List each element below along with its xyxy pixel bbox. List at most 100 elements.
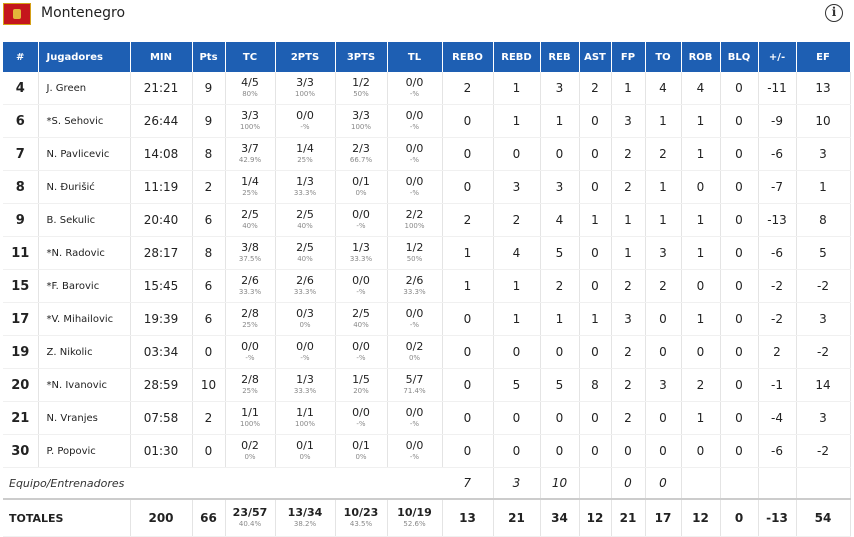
field-goals: 2/5 40% — [225, 203, 276, 237]
three-pointers-made-attempted: 3/3 — [352, 108, 370, 122]
two-pointers-percentage: 40% — [297, 254, 313, 263]
two-pointers: 0/0 -% — [275, 335, 336, 369]
plus-minus: -6 — [758, 236, 797, 270]
steals: 2 — [681, 368, 721, 402]
free-throws-percentage: 50% — [406, 254, 423, 263]
player-name[interactable]: *S. Sehovic — [38, 104, 131, 138]
free-throws: 2/2 100% — [387, 203, 443, 237]
fouls: 2 — [611, 368, 646, 402]
two-pointers: 0/1 0% — [275, 434, 336, 468]
col-points-header[interactable]: Pts — [192, 42, 226, 72]
player-name[interactable]: *V. Mihailovic — [38, 302, 131, 336]
col-3pts-header[interactable]: 3PTS — [335, 42, 388, 72]
three-pointers-made-attempted: 1/2 — [352, 75, 370, 89]
col-rebounds-header[interactable]: REB — [540, 42, 580, 72]
two-pointers-made-attempted: 1/3 — [296, 372, 314, 386]
turnovers: 0 — [645, 434, 682, 468]
blocks: 0 — [720, 335, 759, 369]
player-name[interactable]: Z. Nikolic — [38, 335, 131, 369]
total-rebounds: 34 — [540, 498, 580, 537]
col-turnovers-header[interactable]: TO — [645, 42, 682, 72]
field-goals-made-attempted: 3/3 — [241, 108, 259, 122]
col-assists-header[interactable]: AST — [579, 42, 612, 72]
player-name[interactable]: P. Popovic — [38, 434, 131, 468]
col-free-throws-header[interactable]: TL — [387, 42, 443, 72]
jersey-number: 11 — [3, 236, 39, 270]
blocks: 0 — [720, 236, 759, 270]
turnovers: 4 — [645, 72, 682, 105]
blocks: 0 — [720, 104, 759, 138]
three-pointers: 0/0 -% — [335, 335, 388, 369]
steals: 0 — [681, 434, 721, 468]
player-row: 19 Z. Nikolic 03:34 0 0/0 -% 0/0 -% 0/0 -% 0/2 0% 0 0… — [3, 335, 851, 369]
player-name[interactable]: J. Green — [38, 72, 131, 105]
player-name[interactable]: N. Vranjes — [38, 401, 131, 435]
def-rebounds: 1 — [493, 72, 541, 105]
rebounds: 5 — [540, 368, 580, 402]
three-pointers: 0/1 0% — [335, 434, 388, 468]
turnovers: 2 — [645, 137, 682, 171]
col-field-goals-header[interactable]: TC — [225, 42, 276, 72]
player-row: 15 *F. Barovic 15:45 6 2/6 33.3% 2/6 33.3% 0/0 -%… — [3, 269, 851, 303]
turnovers: 1 — [645, 104, 682, 138]
two-pointers-percentage: 0% — [299, 452, 311, 461]
col-player-header[interactable]: Jugadores — [38, 42, 131, 72]
plus-minus: 2 — [758, 335, 797, 369]
info-icon[interactable]: i — [825, 4, 843, 22]
total-two-pointers: 13/34 38.2% — [275, 498, 336, 537]
team-turnovers: 0 — [645, 467, 682, 500]
col-def-rebounds-header[interactable]: REBD — [493, 42, 541, 72]
assists: 2 — [579, 72, 612, 105]
col-number-header[interactable]: # — [3, 42, 39, 72]
player-name[interactable]: *F. Barovic — [38, 269, 131, 303]
col-plus-minus-header[interactable]: +/- — [758, 42, 797, 72]
col-steals-header[interactable]: ROB — [681, 42, 721, 72]
table-header: # Jugadores MIN Pts TC 2PTS 3PTS TL REBO REBD REB A… — [3, 42, 851, 72]
field-goals-made-attempted: 2/8 — [241, 306, 259, 320]
two-pointers-made-attempted: 3/3 — [296, 75, 314, 89]
free-throws-percentage: -% — [409, 155, 420, 164]
total-free-throws: 10/19 52.6% — [387, 498, 443, 537]
three-pointers-made-attempted: 0/0 — [352, 405, 370, 419]
col-2pts-header[interactable]: 2PTS — [275, 42, 336, 72]
plus-minus: -9 — [758, 104, 797, 138]
player-name[interactable]: *N. Ivanovic — [38, 368, 131, 402]
efficiency: 14 — [796, 368, 851, 402]
plus-minus: -6 — [758, 434, 797, 468]
team-def-rebounds: 3 — [493, 467, 541, 500]
total-field-goals: 23/57 40.4% — [225, 498, 276, 537]
col-blocks-header[interactable]: BLQ — [720, 42, 759, 72]
player-name[interactable]: *N. Radovic — [38, 236, 131, 270]
total-efficiency: 54 — [796, 498, 851, 537]
three-pointers-made-attempted: 0/1 — [352, 174, 370, 188]
points: 2 — [192, 401, 226, 435]
two-pointers-percentage: -% — [300, 122, 310, 131]
three-pointers: 3/3 100% — [335, 104, 388, 138]
player-name[interactable]: B. Sekulic — [38, 203, 131, 237]
assists: 0 — [579, 335, 612, 369]
fouls: 2 — [611, 401, 646, 435]
field-goals-made-attempted: 3/7 — [241, 141, 259, 155]
player-row: 7 N. Pavlicevic 14:08 8 3/7 42.9% 1/4 25% 2/3 66.… — [3, 137, 851, 171]
free-throws-percentage: 100% — [404, 221, 425, 230]
col-efficiency-header[interactable]: EF — [796, 42, 851, 72]
free-throws-percentage: -% — [409, 452, 420, 461]
rebounds: 0 — [540, 335, 580, 369]
off-rebounds: 2 — [442, 72, 494, 105]
free-throws-percentage: -% — [409, 122, 420, 131]
assists: 0 — [579, 269, 612, 303]
player-name[interactable]: N. Pavlicevic — [38, 137, 131, 171]
col-off-rebounds-header[interactable]: REBO — [442, 42, 494, 72]
free-throws: 2/6 33.3% — [387, 269, 443, 303]
three-pointers-percentage: 0% — [355, 188, 367, 197]
col-fouls-header[interactable]: FP — [611, 42, 646, 72]
jersey-number: 20 — [3, 368, 39, 402]
def-rebounds: 1 — [493, 269, 541, 303]
efficiency: 3 — [796, 302, 851, 336]
player-name[interactable]: N. Đurišić — [38, 170, 131, 204]
team-coaches-row: Equipo/Entrenadores 7 3 10 0 0 — [3, 467, 851, 500]
two-pointers: 2/5 40% — [275, 203, 336, 237]
free-throws-percentage: 33.3% — [403, 287, 426, 296]
col-minutes-header[interactable]: MIN — [130, 42, 193, 72]
total-fouls: 21 — [611, 498, 646, 537]
